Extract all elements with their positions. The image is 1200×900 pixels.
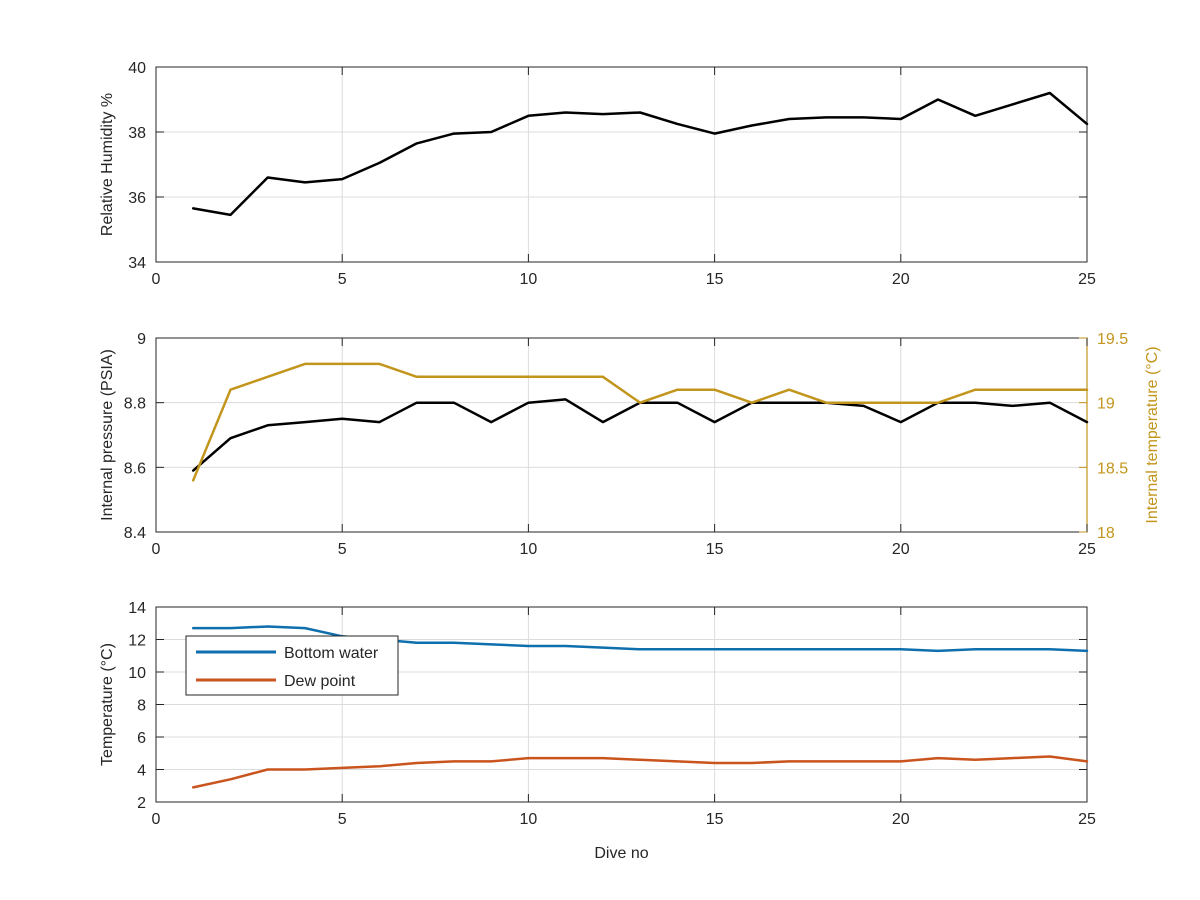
x-tick-label: 5 xyxy=(338,811,347,828)
x-tick-label: 25 xyxy=(1078,271,1096,288)
y-tick-label: 38 xyxy=(128,125,146,142)
x-tick-label: 25 xyxy=(1078,541,1096,558)
x-tick-label: 20 xyxy=(892,541,910,558)
x-tick-label: 0 xyxy=(152,811,161,828)
y-tick-label: 8.6 xyxy=(124,460,146,477)
y-tick-label: 8 xyxy=(137,698,146,715)
axes-box xyxy=(155,66,1088,263)
y-tick-label: 40 xyxy=(128,60,146,77)
y-tick-label: 34 xyxy=(128,255,146,272)
legend-label: Bottom water xyxy=(284,645,379,662)
legend-box xyxy=(185,635,399,696)
y-axis-label: Internal pressure (PSIA) xyxy=(99,349,116,521)
x-tick-label: 5 xyxy=(338,541,347,558)
y-tick-label: 4 xyxy=(137,763,146,780)
y-tick-label: 8.4 xyxy=(124,525,146,542)
right-y-tick-label: 18.5 xyxy=(1097,460,1128,477)
legend-label: Dew point xyxy=(284,673,356,690)
right-y-axis-label: Internal temperature (°C) xyxy=(1144,346,1161,523)
x-tick-label: 5 xyxy=(338,271,347,288)
y-tick-label: 14 xyxy=(128,600,146,617)
legend: Bottom water Dew point xyxy=(185,635,399,696)
y-tick-label: 9 xyxy=(137,331,146,348)
y-axis-label: Temperature (°C) xyxy=(99,643,116,766)
panel-1: 0 5 10 15 20 25 34 36 38 40 Relative Humidity % xyxy=(99,60,1096,288)
y-tick-label: 10 xyxy=(128,665,146,682)
right-y-tick-label: 18 xyxy=(1097,525,1115,542)
right-y-tick-label: 19.5 xyxy=(1097,331,1128,348)
x-tick-label: 10 xyxy=(520,541,538,558)
x-tick-label: 0 xyxy=(152,541,161,558)
series-line-humidity xyxy=(191,91,1089,217)
y-axis-label: Relative Humidity % xyxy=(99,93,116,236)
y-tick-label: 12 xyxy=(128,633,146,650)
x-axis-label: Dive no xyxy=(594,845,648,862)
y-tick-label: 2 xyxy=(137,795,146,812)
x-tick-label: 25 xyxy=(1078,811,1096,828)
y-tick-label: 8.8 xyxy=(124,396,146,413)
x-tick-label: 20 xyxy=(892,811,910,828)
panel-2: 0 5 10 15 20 25 8.4 8.6 8.8 9 18 18.5 19 19.5 Internal… xyxy=(99,331,1161,558)
x-tick-label: 15 xyxy=(706,271,724,288)
x-tick-label: 10 xyxy=(520,271,538,288)
series-line-pressure xyxy=(191,398,1089,472)
x-tick-label: 15 xyxy=(706,811,724,828)
y-tick-label: 6 xyxy=(137,730,146,747)
x-tick-label: 0 xyxy=(152,271,161,288)
x-tick-label: 20 xyxy=(892,271,910,288)
series-line-dew-point xyxy=(191,755,1089,789)
y-tick-label: 36 xyxy=(128,190,146,207)
series-line-internal-temp xyxy=(191,362,1089,482)
x-tick-label: 10 xyxy=(520,811,538,828)
x-tick-label: 15 xyxy=(706,541,724,558)
right-y-tick-label: 19 xyxy=(1097,396,1115,413)
panel-3: 0 5 10 15 20 25 2 4 6 8 10 12 14 Temperature (°C) Dive… xyxy=(99,600,1096,862)
